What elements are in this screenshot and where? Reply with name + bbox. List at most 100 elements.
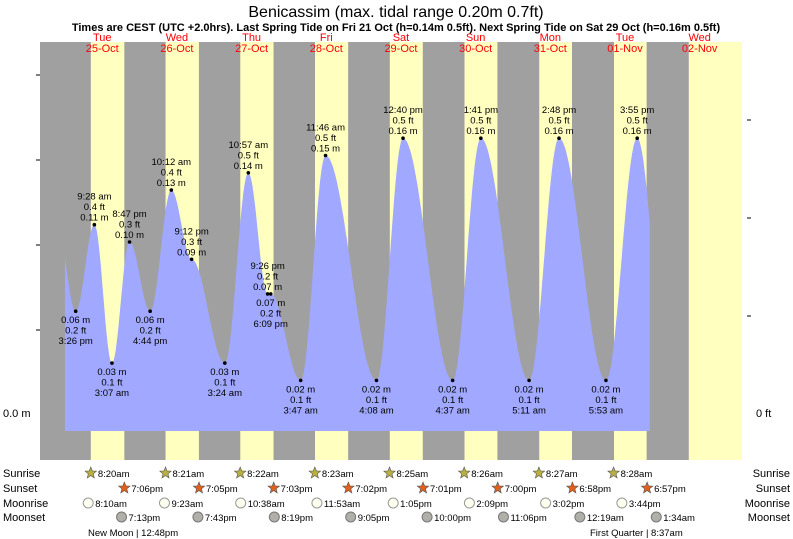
- high-tide-label: 0.5 ft: [548, 116, 569, 127]
- sunrise-time: 8:21am: [172, 469, 204, 480]
- high-tide-label: 0.07 m: [253, 282, 282, 293]
- tide-area: [64, 138, 650, 431]
- sunset-time: 7:01pm: [430, 484, 462, 495]
- sunset-time: 7:00pm: [505, 484, 537, 495]
- low-tide-label: 0.1 ft: [214, 378, 235, 389]
- high-tide-marker: [265, 292, 270, 296]
- day-date: 01-Nov: [607, 43, 643, 55]
- astro-table: Sunrise Sunrise Sunset Sunset Moonrise Moonri…: [3, 466, 790, 539]
- day-name: Wed: [166, 32, 188, 44]
- chart-title: Benicassim (max. tidal range 0.20m 0.7ft…: [248, 4, 543, 21]
- low-tide-marker: [223, 361, 227, 365]
- low-tide-label: 3:07 am: [95, 388, 129, 399]
- sunset-icon: [640, 481, 654, 494]
- moonrise-icon: [387, 497, 399, 509]
- high-tide-label: 0.5 ft: [315, 133, 336, 144]
- moonrise-time: 2:09pm: [476, 499, 508, 510]
- day-date: 02-Nov: [682, 43, 718, 55]
- high-tide-label: 2:48 pm: [542, 105, 576, 116]
- low-tide-marker: [374, 378, 379, 383]
- low-tide-marker: [298, 378, 303, 383]
- low-tide-label: 0.06 m: [61, 315, 90, 326]
- sunrise-icon: [607, 466, 621, 479]
- day-name: Sun: [466, 32, 486, 44]
- sunrise-icon: [159, 466, 172, 479]
- moonset-icon: [650, 511, 662, 523]
- low-tide-label: 0.1 ft: [519, 395, 540, 406]
- moonset-icon: [345, 511, 357, 523]
- moonrise-icon: [158, 497, 170, 509]
- moonset-icon: [268, 511, 280, 523]
- day-date: 26-Oct: [160, 43, 193, 55]
- low-tide-label: 3:24 am: [208, 388, 242, 399]
- high-tide-label: 0.3 ft: [119, 220, 140, 231]
- low-tide-label: 0.06 m: [136, 315, 165, 326]
- high-tide-marker: [479, 136, 483, 140]
- low-tide-label: 0.02 m: [362, 384, 391, 395]
- moonrise-icon: [311, 497, 323, 509]
- sunrise-time: 8:22am: [247, 469, 279, 480]
- low-tide-label: 0.07 m: [256, 298, 285, 309]
- y-tick-label: 0.0 m: [3, 408, 31, 420]
- high-tide-label: 9:28 am: [77, 192, 111, 203]
- high-tide-label: 9:26 pm: [250, 261, 284, 272]
- low-tide-marker: [450, 378, 455, 383]
- sunset-time: 7:02pm: [355, 484, 387, 495]
- tide-curve: [64, 138, 650, 431]
- high-tide-label: 11:46 am: [306, 123, 345, 134]
- moonrise-time: 1:05pm: [400, 499, 432, 510]
- sunrise-time: 8:27am: [546, 469, 578, 480]
- moonset-time: 11:06pm: [510, 513, 546, 524]
- high-tide-marker: [92, 222, 97, 227]
- high-tide-label: 0.16 m: [466, 126, 495, 137]
- low-tide-label: 4:44 pm: [133, 336, 167, 347]
- high-tide-label: 0.09 m: [177, 247, 206, 258]
- high-tide-label: 0.5 ft: [470, 116, 491, 127]
- high-tide-label: 0.3 ft: [181, 237, 202, 248]
- day-name: Tue: [616, 32, 635, 44]
- high-tide-label: 0.2 ft: [257, 271, 278, 282]
- moonset-time: 12:19am: [587, 513, 624, 524]
- moonset-time: 1:34am: [663, 513, 695, 524]
- day-name: Thu: [242, 32, 261, 44]
- high-tide-label: 0.14 m: [234, 161, 263, 172]
- high-tide-label: 0.4 ft: [84, 202, 105, 213]
- moonrise-time: 3:44pm: [629, 499, 661, 510]
- sunset-icon: [565, 481, 579, 494]
- moonrise-icon: [540, 497, 552, 509]
- sunset-icon: [416, 481, 430, 494]
- sunset-icon: [192, 481, 206, 494]
- astro-row-label: Sunset: [3, 483, 37, 495]
- sunset-time: 7:05pm: [206, 484, 238, 495]
- sunrise-icon: [383, 466, 396, 479]
- high-tide-marker: [323, 153, 328, 158]
- high-tide-marker: [189, 257, 194, 262]
- sunset-icon: [117, 481, 131, 494]
- low-tide-label: 0.1 ft: [101, 378, 122, 389]
- moonrise-time: 8:10am: [95, 499, 127, 510]
- y-tick-label-right: 0 ft: [756, 408, 771, 420]
- moon-phase-label: New Moon | 12:48pm: [88, 528, 178, 539]
- high-tide-label: 3:55 pm: [620, 105, 654, 116]
- high-tide-label: 0.5 ft: [392, 116, 413, 127]
- low-tide-marker: [527, 378, 531, 383]
- low-tide-marker: [148, 309, 152, 314]
- astro-row-label-right: Moonset: [748, 512, 790, 524]
- high-tide-marker: [246, 171, 251, 175]
- moonset-icon: [421, 511, 433, 523]
- low-tide-label: 5:53 am: [589, 405, 623, 416]
- sunrise-icon: [233, 466, 247, 479]
- moon-phase-label: First Quarter | 8:37am: [590, 528, 683, 539]
- high-tide-label: 0.15 m: [311, 144, 340, 155]
- high-tide-label: 10:12 am: [151, 157, 191, 168]
- low-tide-label: 0.02 m: [591, 384, 620, 395]
- sunrise-time: 8:23am: [322, 469, 354, 480]
- moonset-icon: [192, 511, 204, 523]
- sunset-time: 7:03pm: [281, 484, 313, 495]
- low-tide-marker: [604, 378, 608, 383]
- low-tide-label: 0.2 ft: [260, 308, 281, 319]
- sunrise-time: 8:20am: [98, 469, 130, 480]
- sunset-time: 6:57pm: [654, 484, 686, 495]
- sunset-icon: [267, 481, 281, 494]
- day-name: Sat: [393, 32, 410, 44]
